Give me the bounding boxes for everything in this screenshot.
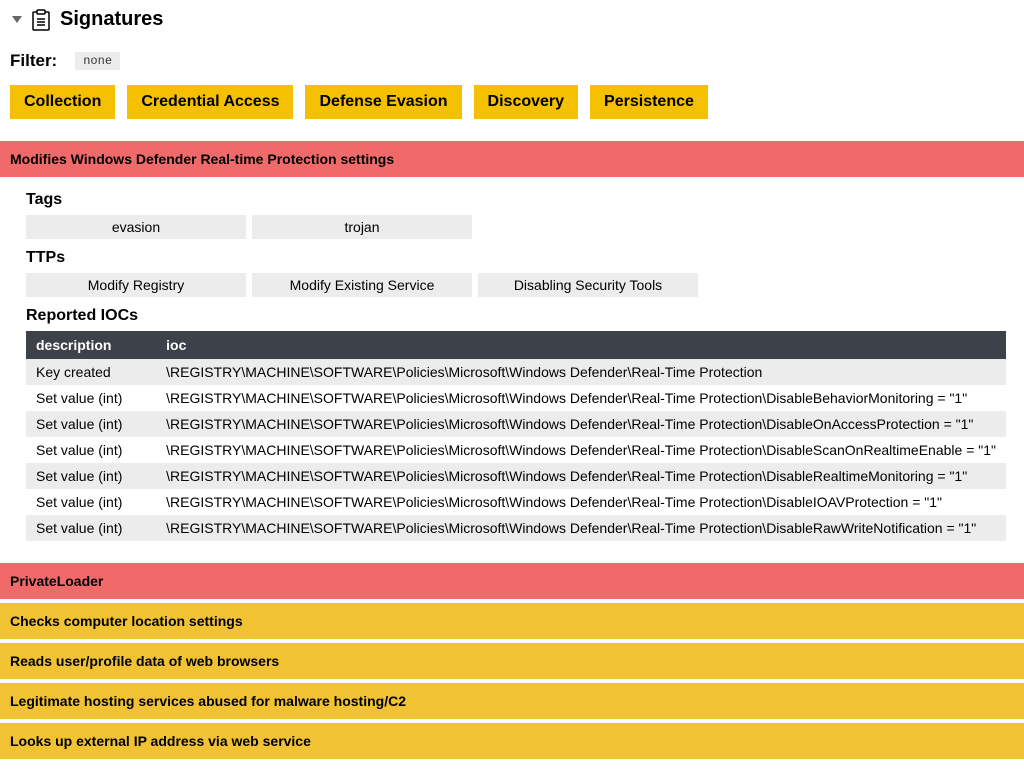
ioc-description-cell: Set value (int) [26, 515, 156, 541]
ioc-description-cell: Set value (int) [26, 437, 156, 463]
ioc-value-cell: \REGISTRY\MACHINE\SOFTWARE\Policies\Micr… [156, 385, 1006, 411]
ttps-heading: TTPs [26, 249, 1006, 267]
ioc-description-cell: Set value (int) [26, 463, 156, 489]
signature-row[interactable]: Checks computer location settings [0, 603, 1024, 639]
ioc-description-cell: Set value (int) [26, 411, 156, 437]
ioc-col-ioc: ioc [156, 331, 1006, 359]
chevron-down-icon[interactable] [12, 16, 22, 23]
ioc-value-cell: \REGISTRY\MACHINE\SOFTWARE\Policies\Micr… [156, 489, 1006, 515]
ttp-chip[interactable]: Modify Existing Service [252, 273, 472, 297]
ioc-description-cell: Set value (int) [26, 489, 156, 515]
ioc-value-cell: \REGISTRY\MACHINE\SOFTWARE\Policies\Micr… [156, 463, 1006, 489]
ioc-description-cell: Set value (int) [26, 385, 156, 411]
iocs-heading: Reported IOCs [26, 307, 1006, 325]
signatures-icon [32, 9, 50, 31]
signature-detail: Tags evasiontrojan TTPs Modify RegistryM… [0, 177, 1024, 559]
ioc-value-cell: \REGISTRY\MACHINE\SOFTWARE\Policies\Micr… [156, 437, 1006, 463]
tags-row: evasiontrojan [26, 215, 1006, 239]
category-button[interactable]: Persistence [590, 85, 708, 119]
category-button[interactable]: Collection [10, 85, 115, 119]
tag-chip[interactable]: evasion [26, 215, 246, 239]
table-row: Set value (int)\REGISTRY\MACHINE\SOFTWAR… [26, 385, 1006, 411]
ioc-value-cell: \REGISTRY\MACHINE\SOFTWARE\Policies\Micr… [156, 515, 1006, 541]
signature-row[interactable]: Legitimate hosting services abused for m… [0, 683, 1024, 719]
ttp-chip[interactable]: Modify Registry [26, 273, 246, 297]
table-row: Set value (int)\REGISTRY\MACHINE\SOFTWAR… [26, 489, 1006, 515]
signature-expanded-header[interactable]: Modifies Windows Defender Real-time Prot… [0, 141, 1024, 177]
category-bar: Collection Credential Access Defense Evasi… [0, 85, 1024, 137]
signature-row[interactable]: PrivateLoader [0, 563, 1024, 599]
filter-label: Filter: [10, 51, 57, 71]
ttp-chip[interactable]: Disabling Security Tools [478, 273, 698, 297]
table-row: Key created\REGISTRY\MACHINE\SOFTWARE\Po… [26, 359, 1006, 385]
category-button[interactable]: Discovery [474, 85, 579, 119]
filter-value[interactable]: none [75, 52, 120, 70]
tags-heading: Tags [26, 191, 1006, 209]
panel-header: Signatures [0, 0, 1024, 39]
ioc-value-cell: \REGISTRY\MACHINE\SOFTWARE\Policies\Micr… [156, 411, 1006, 437]
ioc-value-cell: \REGISTRY\MACHINE\SOFTWARE\Policies\Micr… [156, 359, 1006, 385]
table-row: Set value (int)\REGISTRY\MACHINE\SOFTWAR… [26, 411, 1006, 437]
table-row: Set value (int)\REGISTRY\MACHINE\SOFTWAR… [26, 515, 1006, 541]
tag-chip[interactable]: trojan [252, 215, 472, 239]
ioc-description-cell: Key created [26, 359, 156, 385]
filter-row: Filter: none [0, 39, 1024, 85]
page-title: Signatures [60, 8, 163, 31]
signature-row[interactable]: Reads user/profile data of web browsers [0, 643, 1024, 679]
table-row: Set value (int)\REGISTRY\MACHINE\SOFTWAR… [26, 437, 1006, 463]
ioc-col-description: description [26, 331, 156, 359]
ttps-row: Modify RegistryModify Existing ServiceDi… [26, 273, 1006, 297]
iocs-table: description ioc Key created\REGISTRY\MAC… [26, 331, 1006, 541]
signature-row[interactable]: Looks up external IP address via web ser… [0, 723, 1024, 759]
category-button[interactable]: Defense Evasion [305, 85, 461, 119]
category-button[interactable]: Credential Access [127, 85, 293, 119]
table-row: Set value (int)\REGISTRY\MACHINE\SOFTWAR… [26, 463, 1006, 489]
